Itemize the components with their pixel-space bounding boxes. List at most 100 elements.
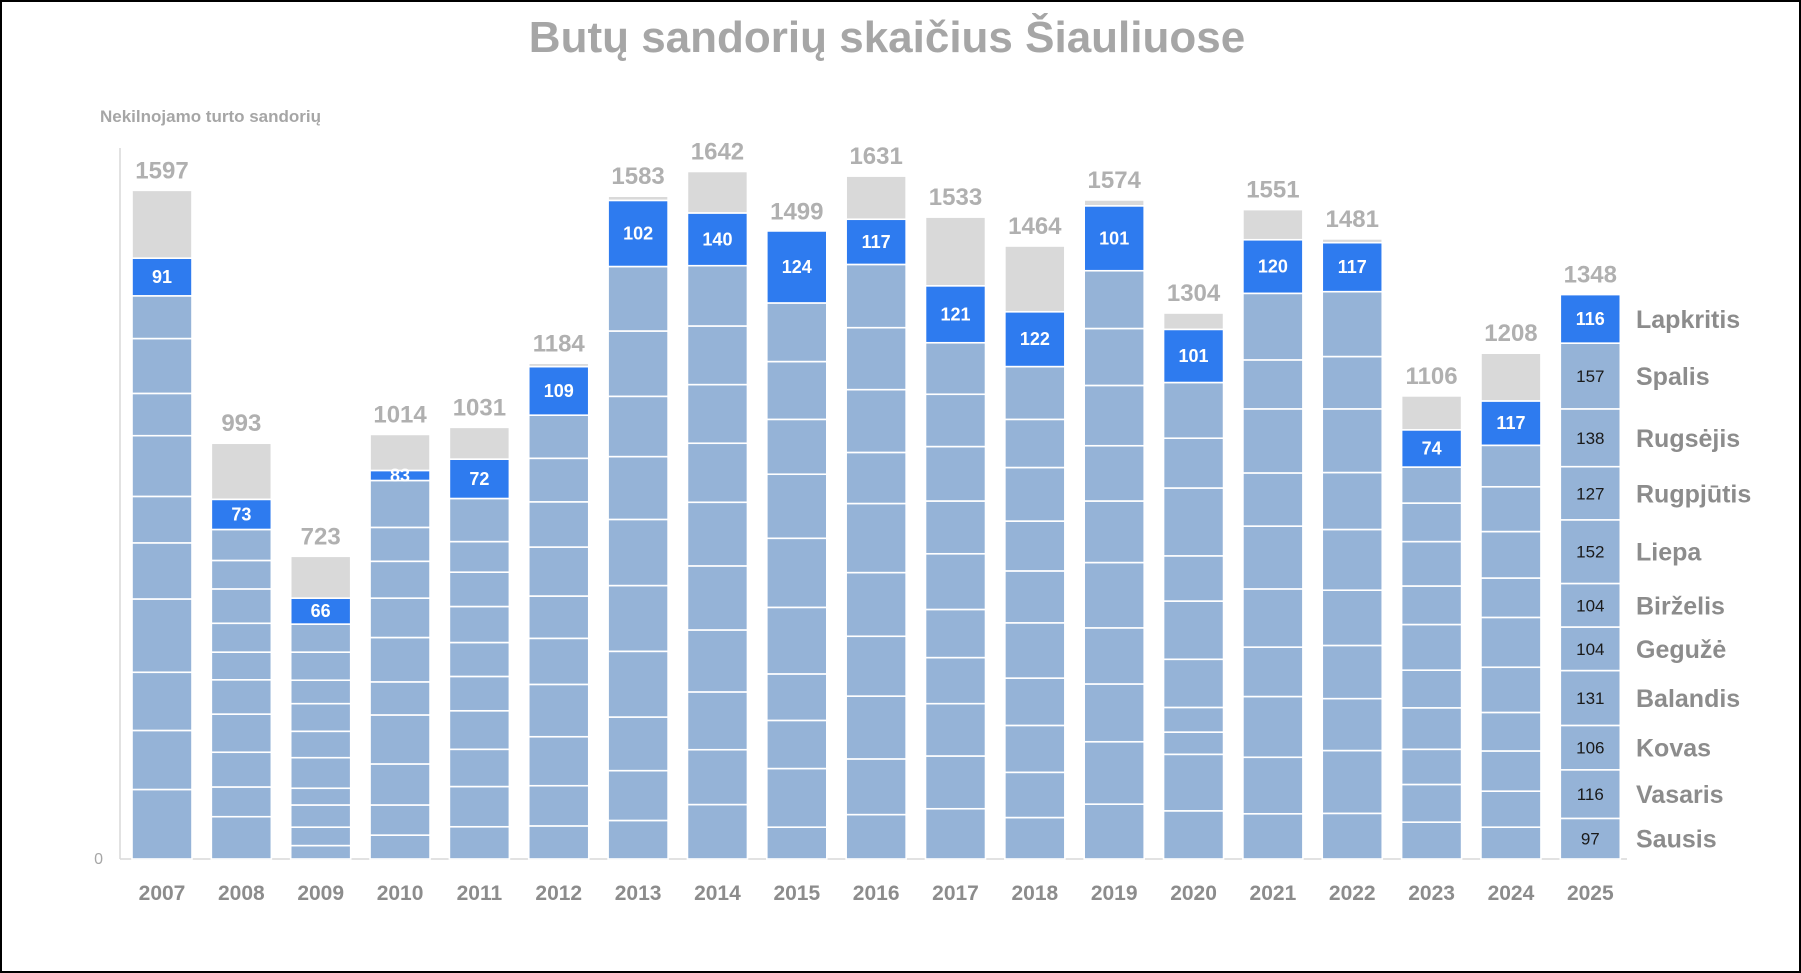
x-tick-label: 2023 xyxy=(1408,882,1455,905)
month-value-label: 97 xyxy=(1581,830,1600,849)
bar-segment-month xyxy=(1480,616,1542,669)
bar-segment-month xyxy=(448,675,511,712)
bar-segment-month xyxy=(210,815,273,860)
bar-segment-month xyxy=(686,383,749,445)
bar-segment-month xyxy=(210,559,273,590)
total-label: 1031 xyxy=(453,394,506,421)
total-label: 723 xyxy=(301,523,341,550)
bar-segment-month xyxy=(1083,444,1145,502)
bar-segment-month xyxy=(527,683,590,738)
bar-2016: 117 1631 2016 xyxy=(845,143,907,905)
bar-segment-month xyxy=(369,560,431,599)
bar-segment-month xyxy=(369,681,431,716)
bar-segment-month xyxy=(289,702,352,733)
bar-segment-month xyxy=(765,767,828,828)
x-tick-label: 2024 xyxy=(1488,882,1535,905)
bar-segment-month xyxy=(289,787,352,806)
bar-segment-month xyxy=(1400,669,1463,709)
x-tick-label: 2010 xyxy=(377,882,424,905)
total-label: 1631 xyxy=(849,143,902,170)
x-tick-label: 2017 xyxy=(932,882,979,905)
bar-segment-month xyxy=(1559,669,1622,727)
bar-segment-month xyxy=(686,803,749,860)
month-name-label: Birželis xyxy=(1636,592,1725,620)
bar-segment-month xyxy=(131,295,193,340)
bar-segment-month xyxy=(369,834,431,860)
bar-segment-month xyxy=(607,265,669,332)
bar-segment-november xyxy=(845,218,907,266)
bar-segment-november xyxy=(765,230,828,304)
bar-segment-month xyxy=(1083,384,1145,447)
bar-segment-month xyxy=(1162,437,1225,489)
bar-segment-month xyxy=(1321,749,1384,815)
month-name-label: Vasaris xyxy=(1636,781,1724,809)
month-value-label: 116 xyxy=(1577,785,1604,804)
total-label: 1481 xyxy=(1326,206,1379,233)
total-label: 1464 xyxy=(1008,213,1062,240)
bar-segment-month xyxy=(210,622,273,653)
bar-segment-month xyxy=(1242,756,1304,815)
month-name-label: Balandis xyxy=(1636,685,1740,713)
bar-segment-month xyxy=(210,751,273,788)
y-axis-label: Nekilnojamo turto sandorių xyxy=(100,107,321,126)
bar-segment-remainder xyxy=(1162,312,1225,331)
bar-segment-month xyxy=(289,844,352,860)
bar-segment-november xyxy=(131,257,193,297)
bar-segment-month xyxy=(1559,342,1622,410)
bar-segment-month xyxy=(131,337,193,395)
month-name-label: Spalis xyxy=(1636,363,1710,391)
bar-segment-month xyxy=(1400,821,1463,860)
bar-segment-month xyxy=(1559,519,1622,585)
month-value-label: 104 xyxy=(1576,640,1604,659)
total-label: 1642 xyxy=(691,138,744,165)
bar-2008: 73 993 2008 xyxy=(210,410,273,905)
bar-2021: 120 1551 2021 xyxy=(1242,177,1304,905)
bar-segment-month xyxy=(924,552,987,611)
bar-segment-month xyxy=(210,713,273,754)
bar-segment-month xyxy=(1083,561,1145,629)
november-value-label: 101 xyxy=(1179,346,1209,366)
bar-segment-month xyxy=(607,584,669,653)
x-tick-label: 2011 xyxy=(457,882,503,905)
bar-segment-month xyxy=(369,636,431,683)
bar-segment-month xyxy=(1083,740,1145,805)
chart-title: Butų sandorių skaičius Šiauliuose xyxy=(529,11,1245,62)
bar-segment-remainder xyxy=(448,426,511,460)
bar-segment-month xyxy=(924,393,987,448)
bar-segment-month xyxy=(924,608,987,659)
bar-segment-month xyxy=(1242,812,1304,860)
bar-segment-month xyxy=(1162,810,1225,860)
bar-segment-month xyxy=(765,719,828,770)
total-label: 1551 xyxy=(1246,177,1299,204)
november-value-label: 140 xyxy=(702,229,732,249)
bar-segment-month xyxy=(924,702,987,757)
bar-2013: 102 1583 2013 xyxy=(607,163,669,905)
x-tick-label: 2009 xyxy=(297,882,344,905)
november-value-label: 117 xyxy=(1496,413,1525,433)
bar-segment-month xyxy=(1321,589,1384,647)
bar-segment-remainder xyxy=(686,170,749,214)
november-value-label: 66 xyxy=(311,601,331,621)
bar-segment-month xyxy=(686,325,749,386)
bar-segment-month xyxy=(1162,555,1225,602)
november-value-label: 124 xyxy=(782,257,812,277)
bar-segment-month xyxy=(1162,706,1225,733)
bar-segment-month xyxy=(686,501,749,567)
x-tick-label: 2007 xyxy=(139,882,186,905)
bar-segment-month xyxy=(1004,677,1066,727)
bar-segment-month xyxy=(527,414,590,460)
x-tick-label: 2020 xyxy=(1170,882,1217,905)
month-value-label: 104 xyxy=(1576,596,1604,615)
bar-segment-month xyxy=(607,330,669,398)
x-tick-label: 2021 xyxy=(1250,882,1297,905)
month-legend: 97 Sausis 116 Vasaris 106 Kovas 131 Balandis 104… xyxy=(1576,306,1751,854)
bar-segment-month xyxy=(1162,731,1225,756)
bar-segment-month xyxy=(924,656,987,705)
bar-segment-month xyxy=(1480,826,1542,860)
bar-segment-month xyxy=(1480,444,1542,488)
bar-segment-month xyxy=(845,695,907,760)
bar-segment-remainder xyxy=(131,189,193,259)
bar-segment-month xyxy=(210,588,273,625)
bar-segment-month xyxy=(1004,622,1066,679)
